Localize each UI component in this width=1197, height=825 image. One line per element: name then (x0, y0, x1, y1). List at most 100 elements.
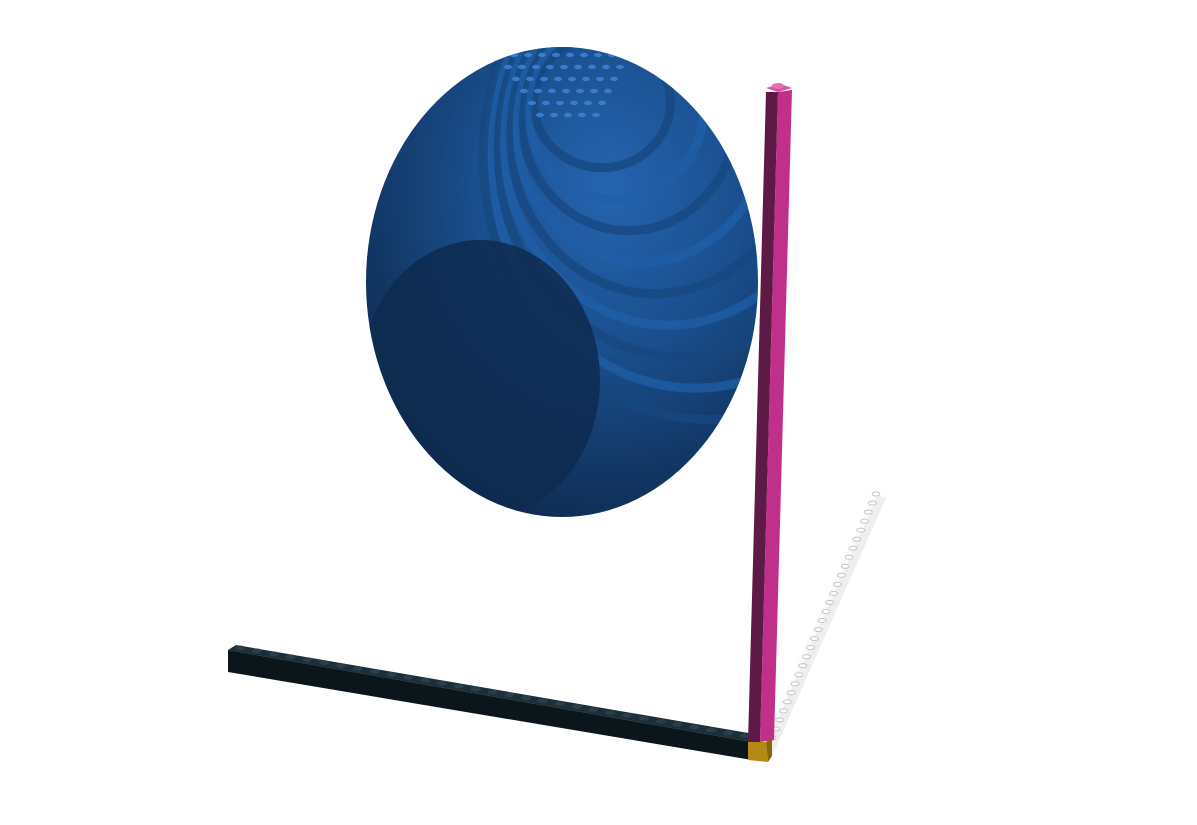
sphere-terrace-ring (485, 47, 758, 393)
brick-stud (602, 64, 610, 70)
brick-stud (538, 698, 548, 704)
brick-stud (775, 717, 785, 723)
brick-stud (610, 76, 618, 82)
brick-stud (740, 733, 750, 739)
brick-stud (689, 724, 700, 730)
brick-stud (829, 591, 839, 596)
brick-stud (825, 600, 835, 605)
brick-stud (319, 660, 330, 666)
brick-stud (550, 112, 558, 118)
brick-stud (526, 76, 534, 82)
brick-stud (598, 100, 606, 106)
brick-stud (655, 718, 666, 724)
brick-stud (520, 88, 528, 94)
brick-stud (806, 645, 815, 651)
vertical-axis-face-light (760, 90, 792, 742)
brick-stud (352, 666, 363, 671)
brick-stud (556, 100, 564, 106)
brick-stud (518, 64, 526, 70)
brick-stud (548, 88, 556, 94)
horizontal-axis-studs (235, 645, 750, 739)
brick-stud (542, 100, 550, 106)
brick-stud (723, 730, 734, 736)
brick-stud (504, 692, 515, 698)
brick-stud (268, 651, 279, 657)
horizontal-axis-bar (228, 645, 760, 760)
brick-stud (821, 609, 831, 614)
brick-stud (251, 648, 262, 654)
brick-stud (802, 654, 812, 660)
brick-stud (336, 663, 346, 668)
origin-block-side (766, 738, 772, 762)
sphere-terrace-ring (497, 47, 758, 330)
brick-stud (420, 677, 431, 683)
brick-stud (580, 52, 588, 58)
brick-stud (786, 690, 796, 696)
brick-stud (871, 491, 881, 497)
brick-stud (605, 710, 616, 715)
brick-stud (836, 572, 846, 578)
brick-stud (584, 100, 592, 106)
brick-stud (560, 64, 568, 70)
brick-stud (863, 509, 873, 515)
brick-stud (546, 64, 554, 70)
sphere-terrace-ring (510, 47, 758, 267)
brick-stud (554, 76, 562, 82)
sphere-terrace-ring (491, 47, 758, 362)
brick-stud (564, 112, 572, 118)
brick-stud (566, 52, 574, 58)
brick-stud (622, 52, 630, 58)
depth-axis-studs (767, 491, 881, 741)
brick-stud (562, 88, 570, 94)
brick-stud (521, 695, 532, 701)
brick-stud (437, 680, 447, 686)
brick-stud (574, 64, 582, 70)
brick-stud (504, 64, 512, 70)
horizontal-axis-face (228, 650, 752, 760)
brick-stud (639, 716, 649, 721)
brick-stud (510, 52, 518, 58)
sphere-shadow-region (366, 240, 600, 517)
brick-stud (790, 681, 800, 687)
brick-stud (235, 645, 245, 651)
brick-stud (571, 704, 582, 710)
vertical-axis-bar (748, 83, 792, 742)
brick-stud (588, 707, 599, 712)
brick-stud (285, 654, 296, 660)
brick-stud (487, 689, 498, 695)
sphere-terrace-ring (478, 47, 758, 425)
brick-stud (622, 713, 633, 718)
brick-stud (867, 500, 877, 506)
brick-stud (856, 527, 865, 533)
vertical-axis-face-dark (748, 92, 778, 742)
brick-stud (576, 88, 584, 94)
depth-axis-bar (760, 490, 886, 756)
brick-stud (616, 64, 624, 70)
brick-stud (524, 52, 532, 58)
brick-stud (536, 112, 544, 118)
brick-stud (588, 64, 596, 70)
vertical-axis-stud (772, 83, 784, 89)
brick-stud (794, 672, 804, 678)
brick-stud (852, 536, 862, 542)
brick-stud (534, 88, 542, 94)
brick-stud (706, 727, 717, 733)
brick-stud (540, 76, 548, 82)
brick-stud (570, 100, 578, 106)
brick-stud (538, 52, 546, 58)
brick-stud (369, 669, 380, 674)
brick-stud (592, 112, 600, 118)
brick-stud (568, 76, 576, 82)
brick-stud (840, 563, 850, 569)
brick-stud (844, 554, 854, 560)
brick-stud (608, 52, 616, 58)
brick-stud (596, 76, 604, 82)
brick-stud (817, 618, 827, 623)
brick-stud (779, 708, 788, 714)
brick-stud (554, 701, 565, 707)
brick-stud (532, 64, 540, 70)
brick-stud (833, 581, 842, 587)
brick-stud (860, 518, 869, 524)
